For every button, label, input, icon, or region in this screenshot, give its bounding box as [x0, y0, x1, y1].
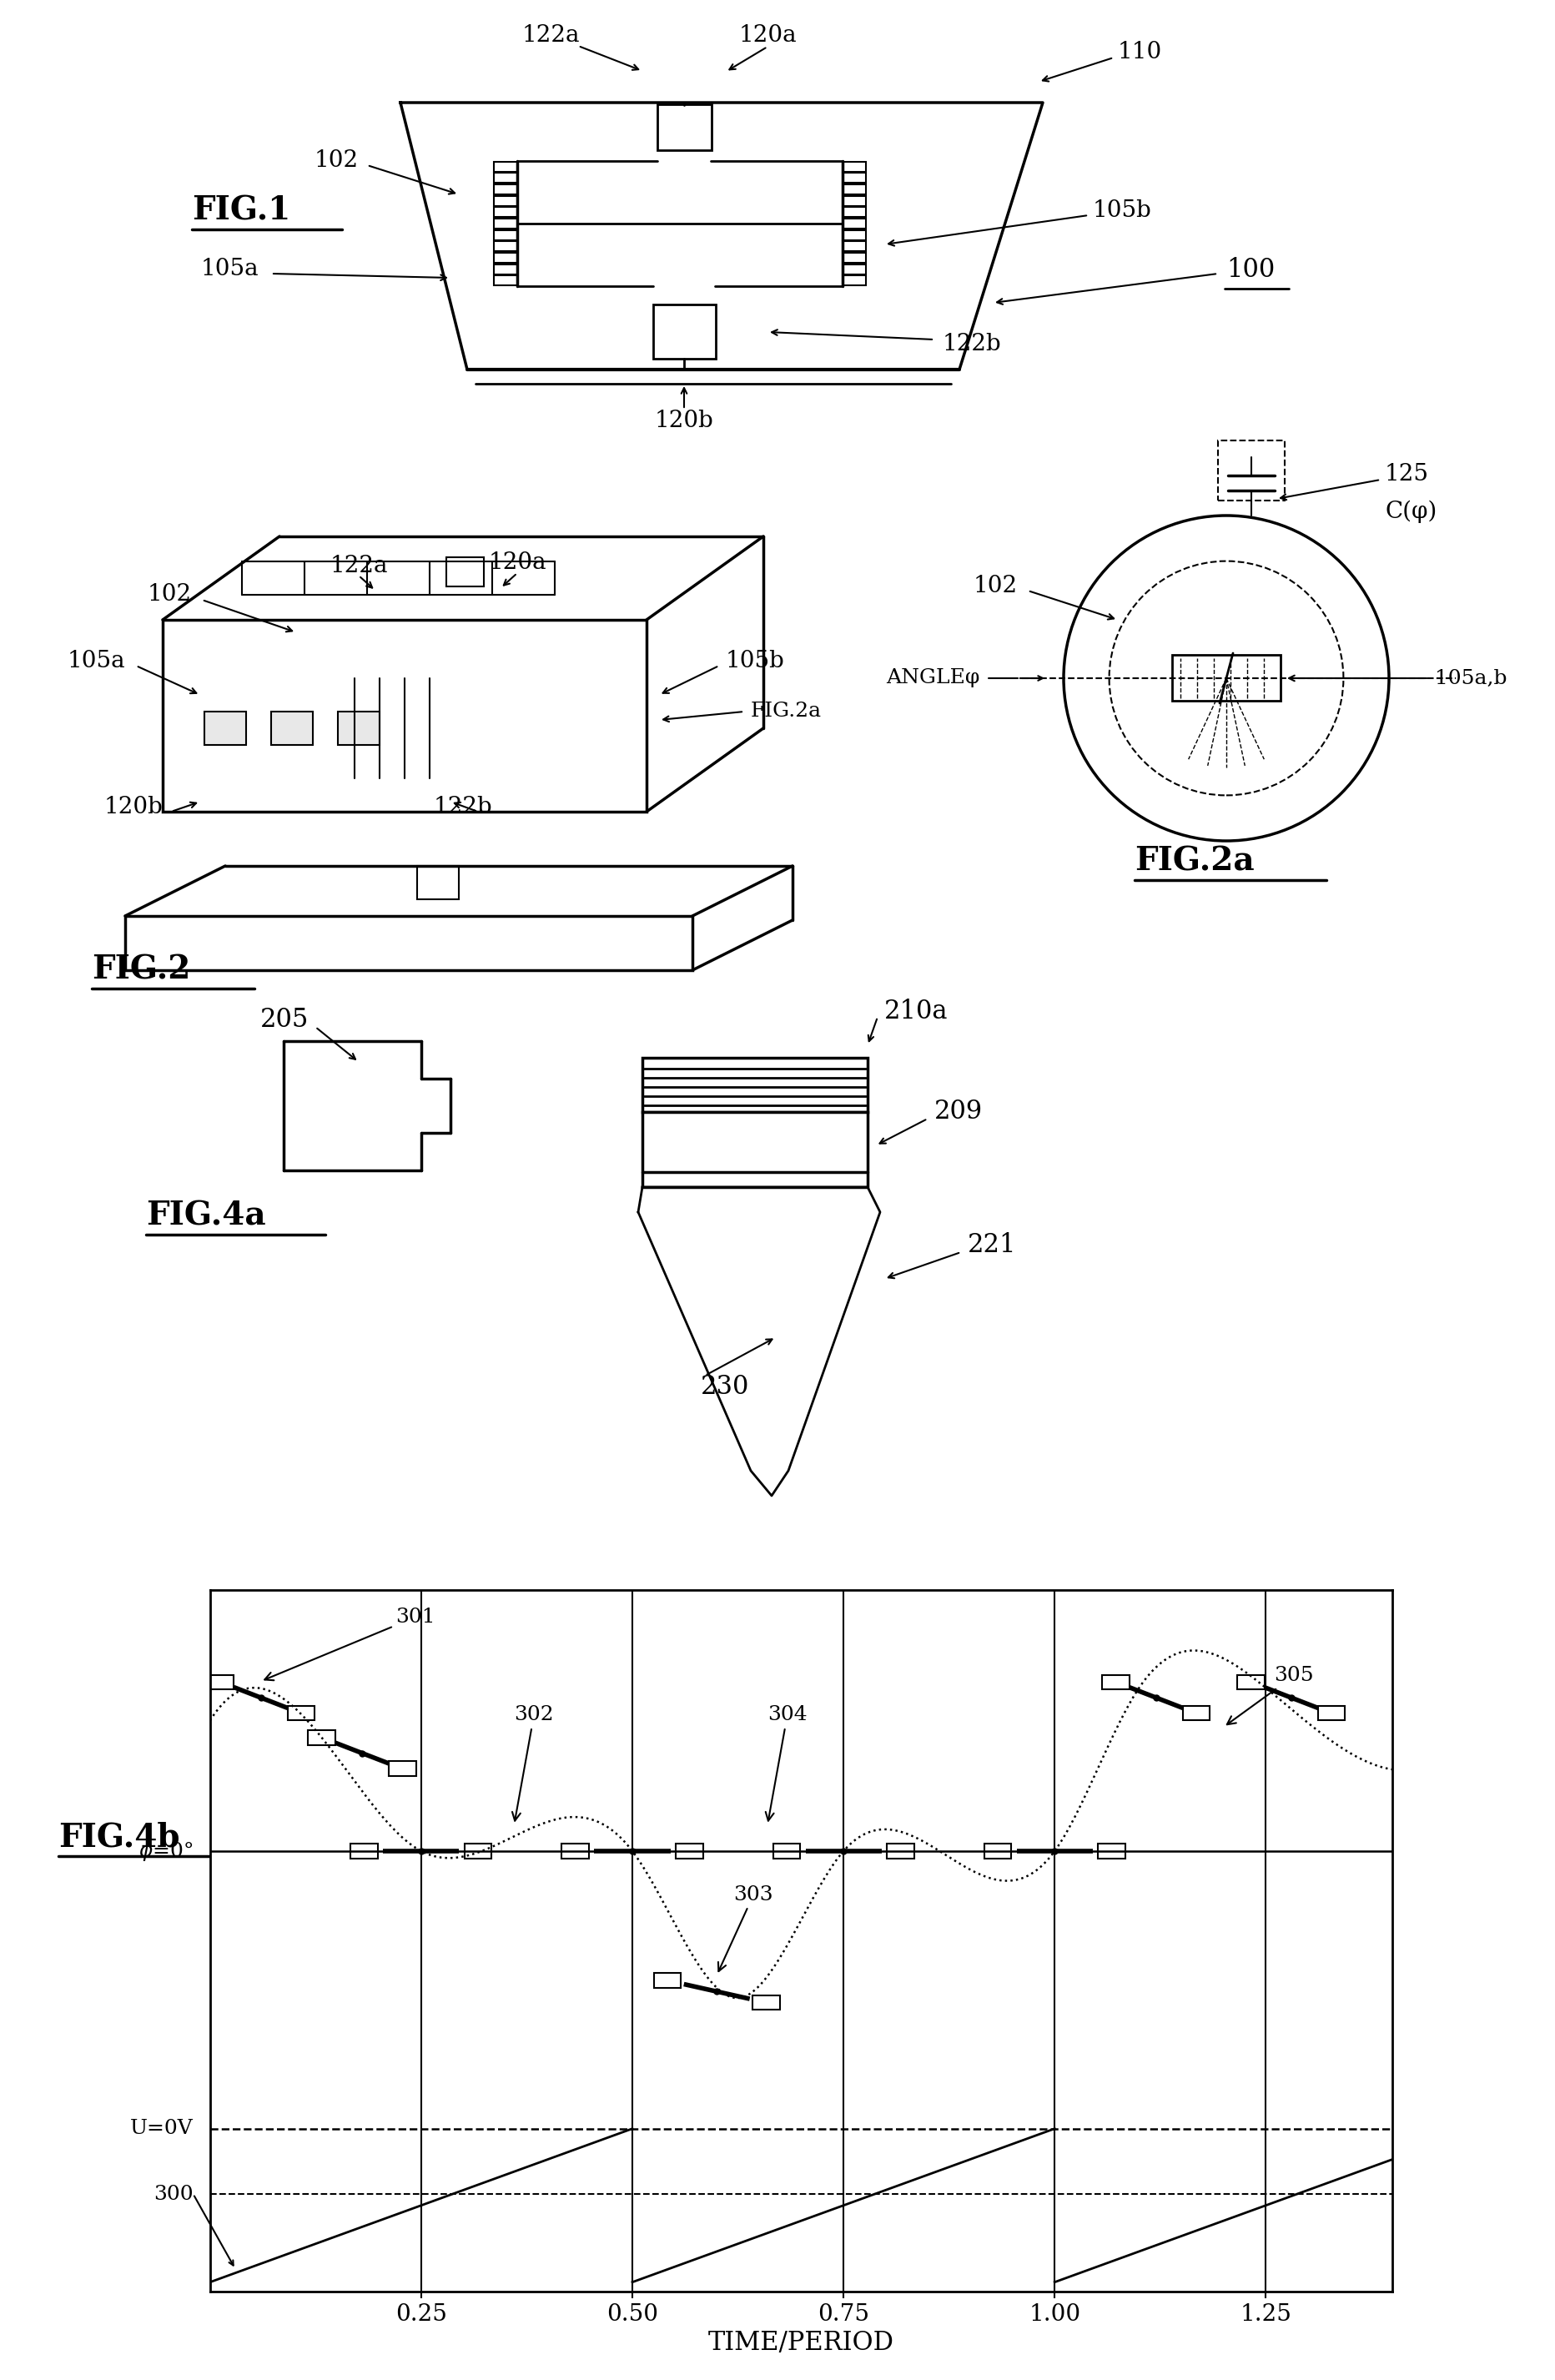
- Text: 120a: 120a: [739, 24, 796, 48]
- Bar: [658, 105, 711, 150]
- Bar: [493, 252, 516, 262]
- Bar: [493, 219, 516, 228]
- Text: 105b: 105b: [725, 650, 784, 674]
- Bar: [843, 195, 866, 205]
- Text: 301: 301: [264, 1606, 435, 1680]
- Text: U=0V: U=0V: [131, 2118, 193, 2137]
- Text: 120a: 120a: [488, 552, 546, 574]
- Text: 305: 305: [1227, 1666, 1314, 1726]
- Bar: [1101, 1676, 1129, 1690]
- Text: 102: 102: [314, 150, 359, 171]
- Text: FIG.4b: FIG.4b: [59, 1823, 180, 1854]
- Bar: [1317, 1706, 1344, 1721]
- Text: 120b: 120b: [104, 797, 163, 819]
- Bar: [642, 1111, 868, 1188]
- Bar: [493, 231, 516, 240]
- Text: ANGLEφ: ANGLEφ: [886, 669, 980, 688]
- Text: 303: 303: [718, 1885, 773, 1971]
- Text: 105b: 105b: [1092, 200, 1151, 221]
- Bar: [843, 183, 866, 195]
- Text: 122b: 122b: [432, 797, 491, 819]
- Text: 105a,b: 105a,b: [1434, 669, 1507, 688]
- Text: 122a: 122a: [330, 555, 387, 576]
- Text: 300: 300: [154, 2185, 193, 2204]
- Bar: [1171, 654, 1280, 700]
- Text: 125: 125: [1384, 462, 1427, 486]
- Bar: [843, 219, 866, 228]
- Bar: [204, 712, 246, 745]
- Bar: [493, 174, 516, 183]
- Bar: [843, 264, 866, 274]
- Bar: [561, 1845, 588, 1859]
- X-axis label: TIME/PERIOD: TIME/PERIOD: [708, 2330, 894, 2356]
- Text: 105a: 105a: [67, 650, 124, 674]
- Bar: [493, 162, 516, 171]
- Bar: [1182, 1706, 1210, 1721]
- Text: 221: 221: [967, 1233, 1015, 1259]
- Text: C(φ): C(φ): [1384, 500, 1437, 524]
- Bar: [653, 305, 715, 359]
- Text: 122b: 122b: [942, 333, 1001, 355]
- Bar: [1218, 440, 1284, 500]
- Bar: [1236, 1676, 1264, 1690]
- Bar: [493, 264, 516, 274]
- Bar: [843, 207, 866, 217]
- Bar: [465, 1845, 491, 1859]
- Bar: [843, 252, 866, 262]
- Bar: [642, 1057, 868, 1111]
- Text: FIG.2: FIG.2: [92, 954, 190, 985]
- Text: $\phi$=0°: $\phi$=0°: [138, 1840, 193, 1864]
- Bar: [493, 183, 516, 195]
- Bar: [337, 712, 379, 745]
- Text: FIG.2a: FIG.2a: [1134, 845, 1253, 878]
- Text: FIG.4a: FIG.4a: [146, 1200, 266, 1233]
- Text: 100: 100: [1225, 257, 1274, 283]
- Bar: [886, 1845, 913, 1859]
- Bar: [493, 276, 516, 286]
- Bar: [124, 916, 692, 971]
- Bar: [843, 276, 866, 286]
- Text: 209: 209: [935, 1100, 983, 1126]
- Bar: [207, 1676, 233, 1690]
- Bar: [350, 1845, 378, 1859]
- Bar: [446, 557, 484, 585]
- Bar: [389, 1761, 415, 1775]
- Text: 210a: 210a: [883, 1000, 947, 1026]
- Text: 304: 304: [765, 1706, 807, 1821]
- Bar: [984, 1845, 1011, 1859]
- Bar: [773, 1845, 799, 1859]
- Bar: [271, 712, 313, 745]
- Text: 205: 205: [260, 1007, 308, 1033]
- Bar: [843, 162, 866, 171]
- Text: 122a: 122a: [521, 24, 580, 48]
- Bar: [417, 866, 459, 900]
- Bar: [288, 1706, 314, 1721]
- Bar: [653, 1973, 681, 1987]
- Bar: [843, 174, 866, 183]
- Bar: [675, 1845, 703, 1859]
- Bar: [843, 240, 866, 252]
- Text: FIG.1: FIG.1: [191, 195, 291, 226]
- Bar: [163, 619, 647, 812]
- Bar: [843, 231, 866, 240]
- Text: 120b: 120b: [655, 409, 714, 433]
- Text: 110: 110: [1116, 40, 1162, 64]
- Text: 102: 102: [973, 576, 1017, 597]
- Text: 105a: 105a: [201, 257, 258, 281]
- Text: 102: 102: [148, 583, 191, 607]
- Bar: [493, 240, 516, 252]
- Bar: [493, 207, 516, 217]
- Bar: [1098, 1845, 1124, 1859]
- Text: FIG.2a: FIG.2a: [751, 702, 821, 721]
- Bar: [493, 195, 516, 205]
- Text: 302: 302: [512, 1706, 554, 1821]
- Text: 230: 230: [700, 1373, 750, 1399]
- Bar: [308, 1730, 334, 1745]
- Bar: [753, 1994, 779, 2009]
